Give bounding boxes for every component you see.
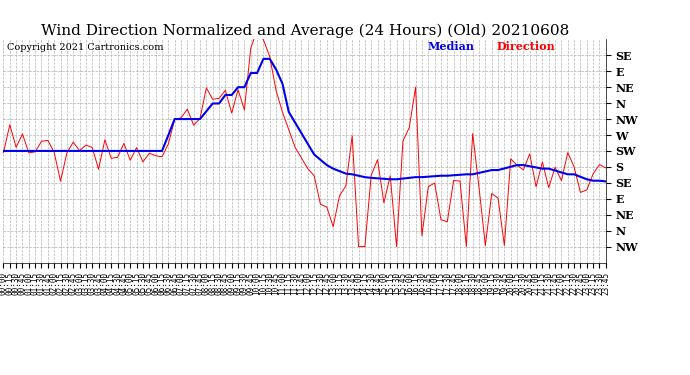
Text: Median: Median — [428, 41, 475, 52]
Text: Copyright 2021 Cartronics.com: Copyright 2021 Cartronics.com — [7, 43, 164, 52]
Text: Direction: Direction — [497, 41, 555, 52]
Title: Wind Direction Normalized and Average (24 Hours) (Old) 20210608: Wind Direction Normalized and Average (2… — [41, 24, 569, 38]
